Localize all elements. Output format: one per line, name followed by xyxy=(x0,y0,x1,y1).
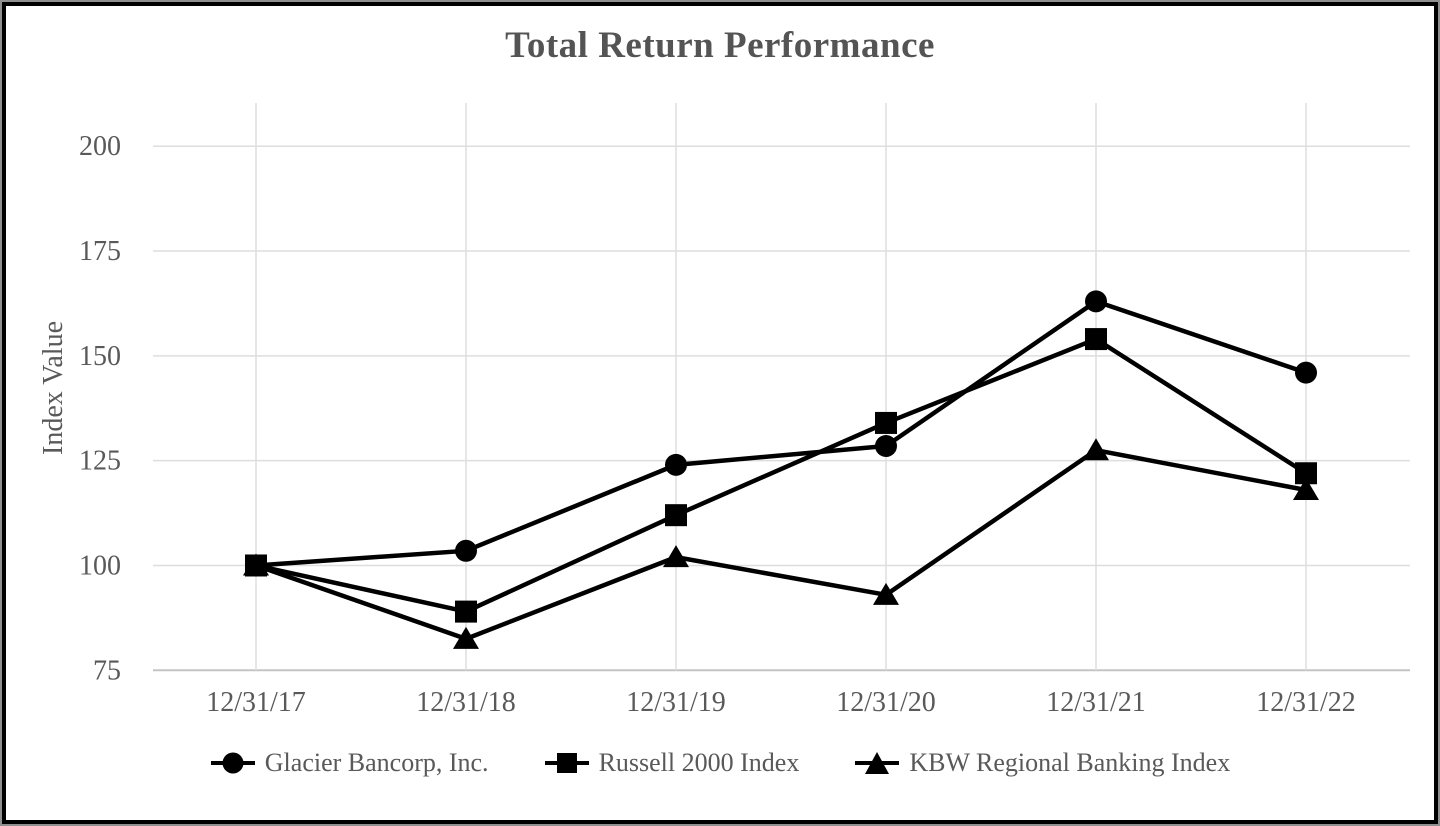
data-point-triangle xyxy=(873,582,899,605)
x-tick-label: 12/31/19 xyxy=(626,687,726,718)
legend-item-kbw-regional-banking: KBW Regional Banking Index xyxy=(854,748,1230,778)
data-point-circle xyxy=(875,434,897,457)
data-point-square xyxy=(245,554,267,577)
legend-item-russell-2000: Russell 2000 Index xyxy=(544,748,800,778)
y-tick-label: 150 xyxy=(79,341,121,372)
legend: Glacier Bancorp, Inc. Russell 2000 Index… xyxy=(6,748,1434,778)
data-point-square xyxy=(455,600,477,623)
x-tick-label: 12/31/17 xyxy=(206,687,306,718)
y-tick-label: 100 xyxy=(79,550,121,581)
legend-label: Russell 2000 Index xyxy=(598,748,800,777)
circle-marker-icon xyxy=(210,752,255,774)
x-tick-label: 12/31/22 xyxy=(1256,687,1356,718)
data-point-circle xyxy=(1085,290,1107,313)
y-tick-label: 75 xyxy=(93,655,121,686)
data-point-square xyxy=(665,504,687,527)
triangle-marker-icon xyxy=(855,752,900,774)
y-tick-label: 125 xyxy=(79,446,121,477)
x-tick-label: 12/31/18 xyxy=(416,687,516,718)
legend-label: Glacier Bancorp, Inc. xyxy=(264,748,489,777)
data-point-square xyxy=(1295,462,1317,485)
series-line-circle xyxy=(253,299,1309,568)
data-point-triangle xyxy=(453,626,479,649)
x-tick-label: 12/31/21 xyxy=(1046,687,1146,718)
data-point-triangle xyxy=(1293,478,1319,501)
data-point-square xyxy=(1085,328,1107,351)
series-line-square xyxy=(253,336,1309,614)
data-point-circle xyxy=(455,539,477,562)
data-point-square xyxy=(875,411,897,434)
x-tick-label: 12/31/20 xyxy=(836,687,936,718)
y-tick-label: 200 xyxy=(79,131,121,162)
series-line-triangle xyxy=(253,447,1309,642)
legend-label: KBW Regional Banking Index xyxy=(909,748,1231,777)
data-point-circle xyxy=(1295,361,1317,384)
data-point-triangle xyxy=(663,545,689,568)
data-point-circle xyxy=(665,453,687,476)
square-marker-icon xyxy=(544,753,589,773)
chart-title: Total Return Performance xyxy=(505,25,935,66)
legend-item-glacier-bancorp: Glacier Bancorp, Inc. xyxy=(210,748,489,778)
plot-area: 75 100 125 150 175 200 12/31/17 12/31/18 12/31/1… xyxy=(79,103,1410,718)
y-tick-label: 175 xyxy=(79,236,121,267)
data-point-triangle xyxy=(1083,438,1109,461)
